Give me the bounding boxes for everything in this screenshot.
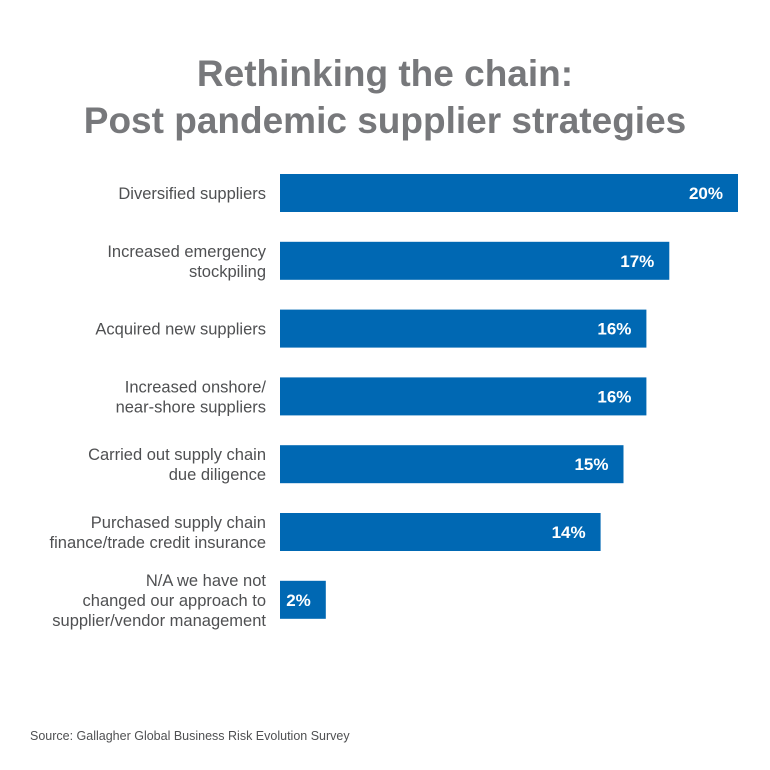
bar-1 [280,174,738,212]
value-label-1: 20% [689,184,723,203]
value-label-7: 2% [286,591,311,610]
value-label-6: 14% [552,523,586,542]
bar-3 [280,309,647,348]
category-label-1: Diversified suppliers [118,185,266,203]
category-label-3: Acquired new suppliers [95,321,266,339]
category-label-4: Increased onshore/near-shore suppliers [116,378,267,416]
bar-4 [280,377,647,416]
category-label-7: N/A we have not changed our approach to su… [52,572,266,630]
bar-6 [280,513,601,551]
chart-title-line-1: Rethinking the chain: [196,53,574,94]
category-label-6: Purchased supply chain finance/trade cred… [50,514,266,552]
value-label-5: 15% [574,455,608,474]
value-label-2: 17% [620,252,654,271]
bar-2 [280,241,670,280]
value-label-3: 16% [597,320,631,339]
chart-title: Rethinking the chain: Post pandemic supp… [0,50,770,144]
source-note: Source: Gallagher Global Business Risk E… [30,729,350,743]
bar-5 [280,445,624,484]
bar-7 [280,580,326,619]
category-label-5: Carried out supply chain due diligence [88,446,266,484]
chart-title-line-2: Post pandemic supplier strategies [83,100,687,141]
category-label-2: Increased emergency stockpiling [107,243,266,281]
value-label-4: 16% [597,387,631,406]
